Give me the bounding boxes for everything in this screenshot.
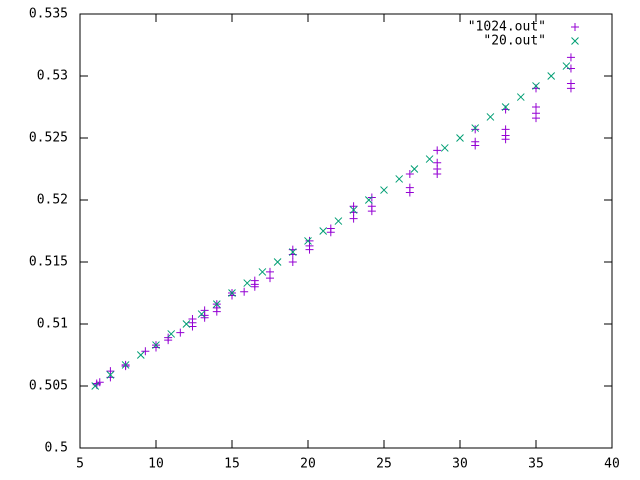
point [305, 245, 314, 254]
point [405, 169, 414, 178]
point [167, 330, 176, 338]
point [532, 114, 540, 123]
point [152, 341, 160, 349]
x-tick-label: 15 [224, 457, 240, 472]
point [141, 347, 150, 356]
legend-marker [571, 23, 579, 31]
point [106, 370, 115, 379]
point [566, 53, 575, 62]
point [188, 322, 197, 331]
plot-frame [79, 13, 613, 449]
x-tick-label: 25 [376, 457, 392, 472]
point [121, 361, 130, 369]
x-tick-label: 10 [148, 457, 164, 472]
point [121, 362, 130, 371]
point [486, 113, 495, 121]
point [319, 227, 328, 235]
x-tick-label: 30 [452, 457, 468, 472]
point [176, 328, 185, 337]
y-tick-label: 0.505 [29, 379, 68, 394]
point [197, 310, 206, 318]
legend-label: "20.out" [483, 34, 546, 49]
point [501, 103, 510, 111]
point [349, 206, 358, 214]
point [433, 146, 442, 155]
point [334, 217, 343, 225]
point [288, 248, 297, 256]
point [410, 165, 419, 173]
point [380, 186, 388, 194]
point [405, 188, 414, 197]
point [266, 274, 274, 283]
x-tick-label: 5 [76, 457, 84, 472]
point [288, 258, 297, 266]
y-tick-label: 0.52 [37, 193, 68, 208]
x-tick-label: 40 [604, 457, 620, 472]
point [228, 289, 236, 297]
y-tick-label: 0.535 [29, 7, 68, 22]
point [516, 93, 525, 101]
point [95, 378, 104, 387]
point [425, 155, 434, 163]
point [440, 144, 449, 152]
point [364, 196, 373, 204]
point [304, 237, 312, 245]
y-tick-label: 0.5 [45, 441, 68, 456]
point [273, 258, 282, 266]
y-tick-label: 0.51 [37, 317, 68, 332]
point [250, 282, 259, 291]
point [182, 320, 191, 328]
y-tick-label: 0.53 [37, 69, 68, 84]
point [471, 125, 480, 134]
point [547, 72, 556, 80]
x-tick-label: 35 [528, 457, 544, 472]
point [433, 169, 442, 178]
point [367, 207, 376, 216]
point [471, 141, 480, 150]
legend-marker [571, 37, 579, 45]
point [212, 307, 221, 316]
y-tick-label: 0.525 [29, 131, 68, 146]
point [212, 300, 221, 309]
point [562, 62, 571, 70]
legend-label: "1024.out" [468, 20, 546, 35]
point [91, 382, 100, 390]
point [136, 351, 145, 359]
point [395, 175, 404, 183]
point [258, 268, 267, 276]
point [532, 82, 540, 90]
point [349, 214, 358, 223]
point [566, 84, 575, 93]
point [566, 64, 575, 73]
y-tick-label: 0.515 [29, 255, 68, 270]
point [456, 134, 464, 142]
point [243, 279, 252, 287]
x-tick-label: 20 [300, 457, 316, 472]
point [471, 124, 480, 132]
point [240, 287, 249, 296]
point [326, 228, 335, 237]
point [501, 135, 510, 144]
